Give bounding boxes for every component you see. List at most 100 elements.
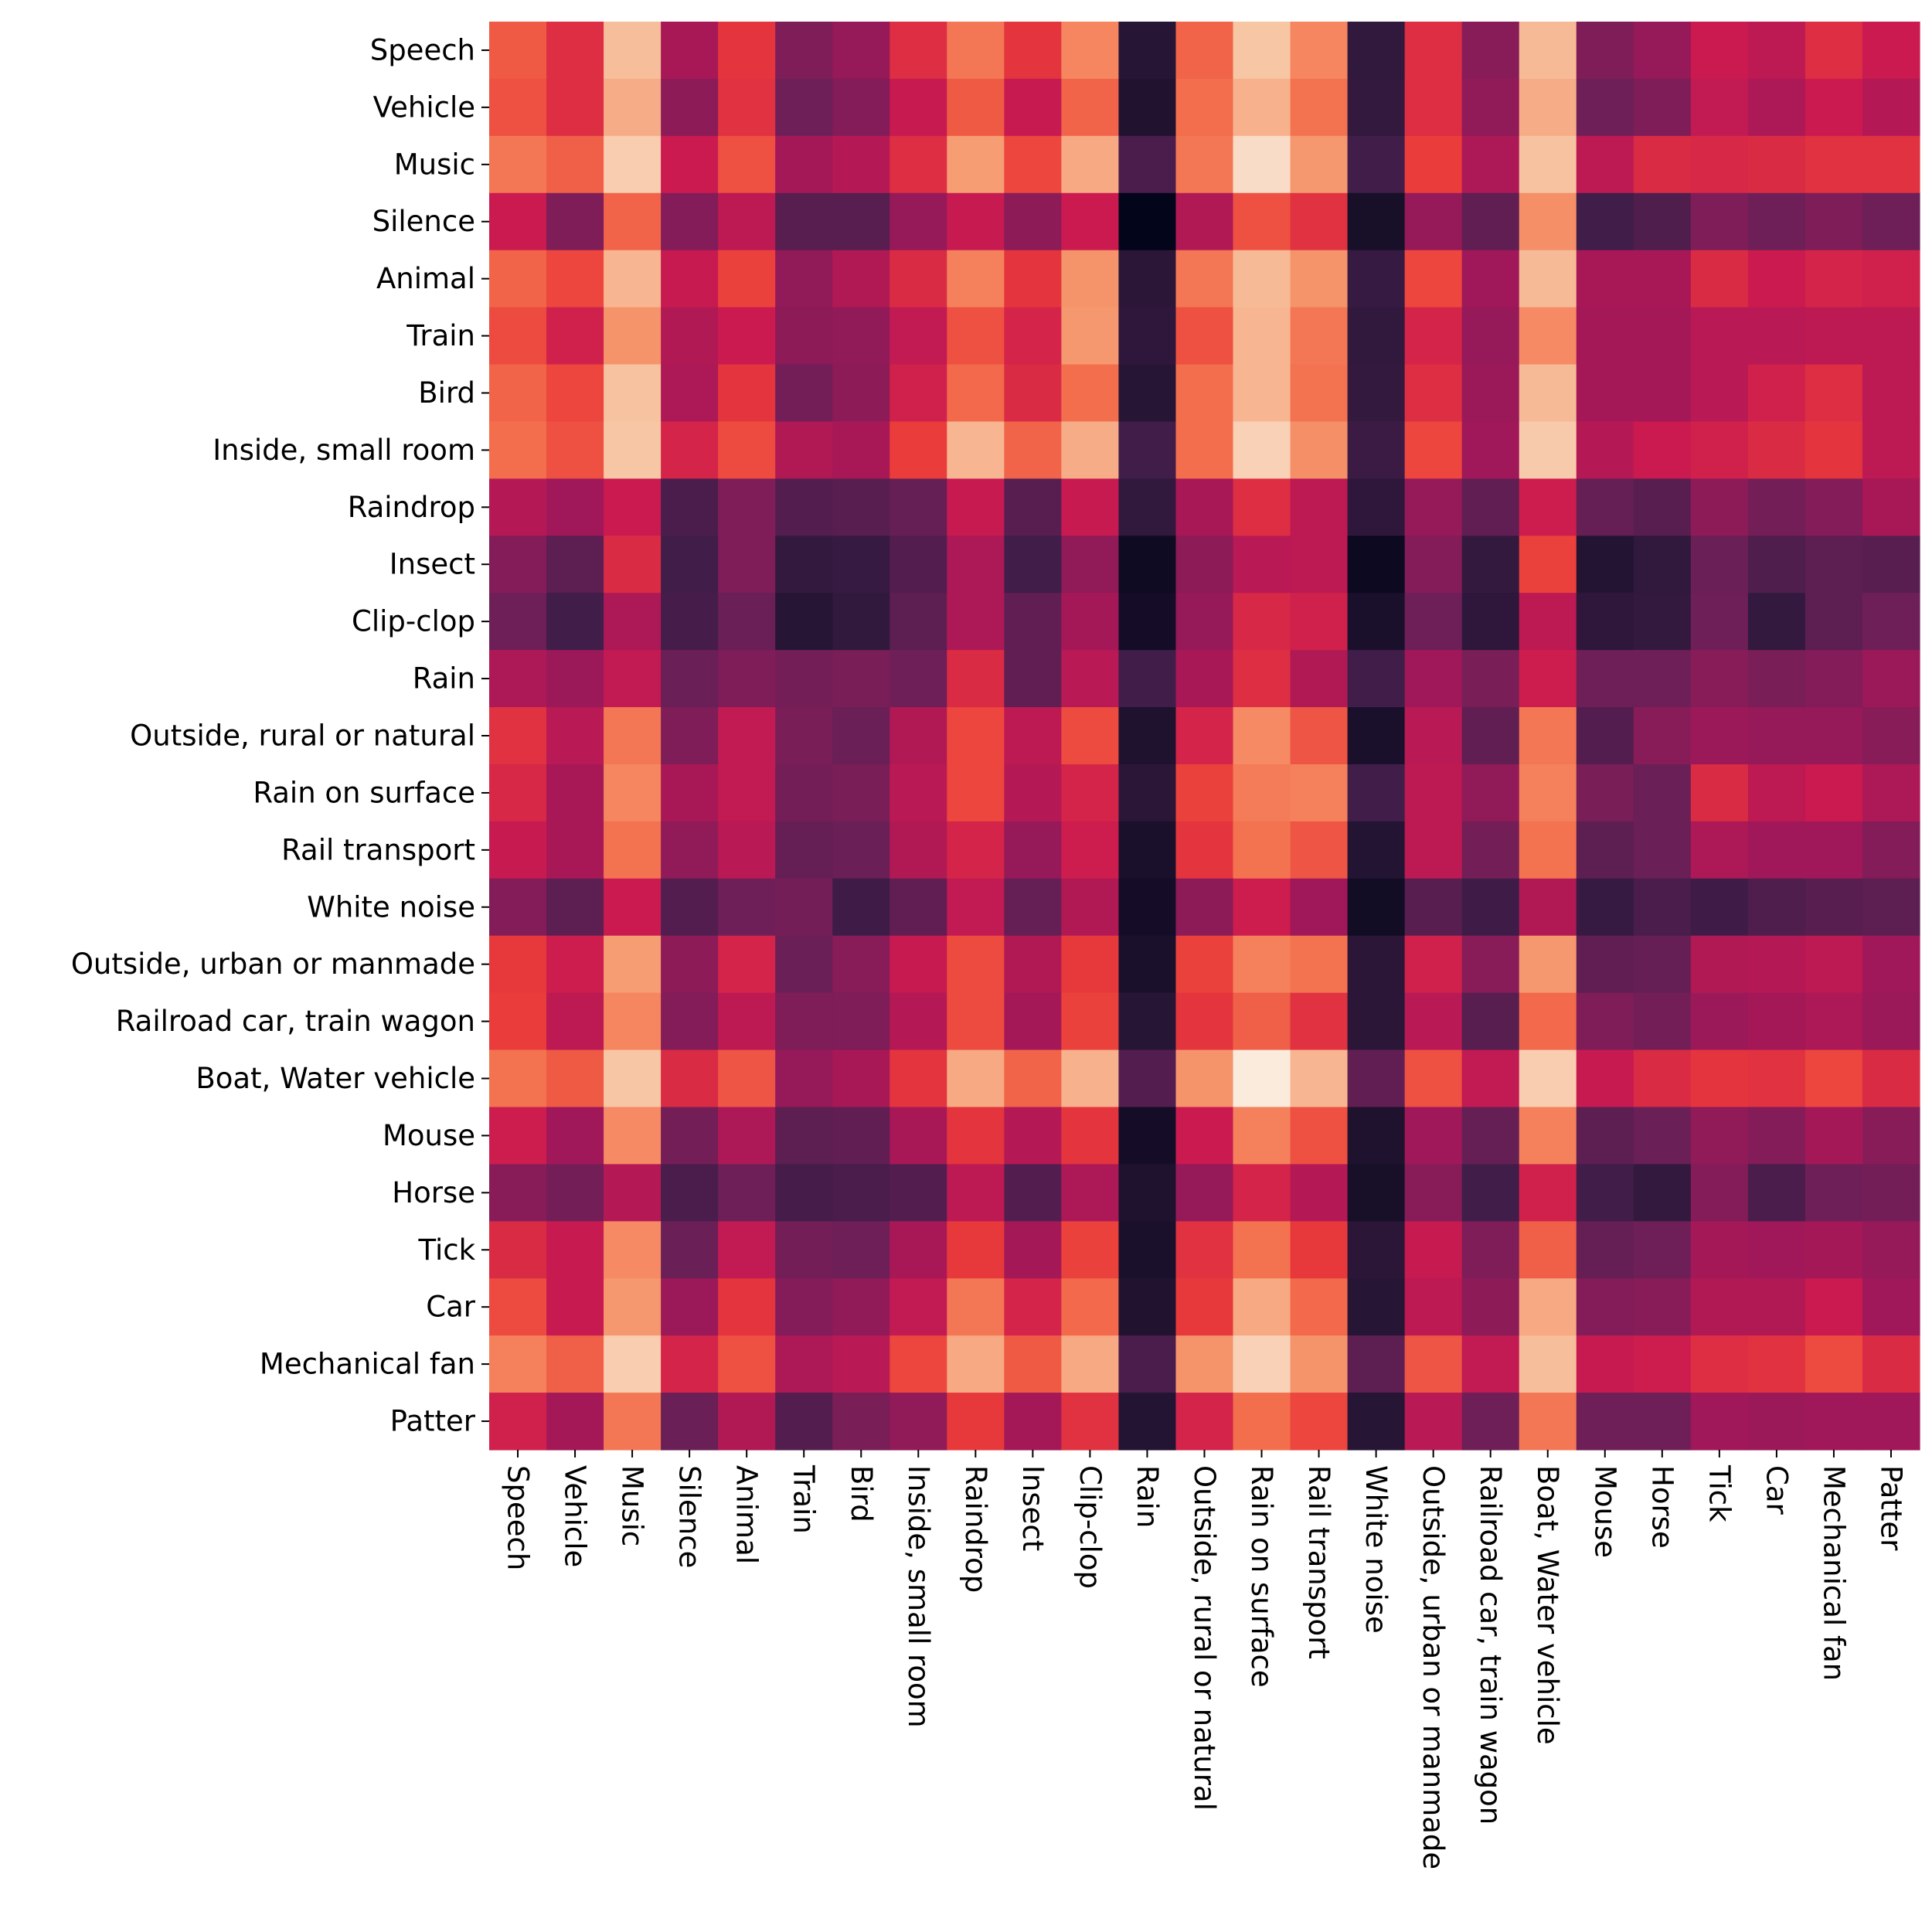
- heatmap-cell: [1747, 22, 1806, 80]
- heatmap-cell: [546, 307, 604, 366]
- heatmap-cell: [1862, 307, 1920, 366]
- heatmap-cell: [489, 536, 547, 594]
- heatmap-cell: [1061, 878, 1120, 937]
- x-tick-label: Speech: [502, 1465, 535, 1570]
- heatmap-cell: [718, 1107, 776, 1165]
- heatmap-cell: [1633, 878, 1692, 937]
- heatmap-cell: [1118, 307, 1177, 366]
- heatmap-cell: [489, 192, 547, 251]
- heatmap-cell: [1061, 478, 1120, 536]
- heatmap-cell: [1747, 593, 1806, 651]
- heatmap-cell: [489, 22, 547, 80]
- y-tick-label: Railroad car, train wagon: [116, 1005, 475, 1038]
- heatmap-cell: [1175, 1393, 1234, 1451]
- heatmap-cell: [1690, 1164, 1749, 1222]
- heatmap-cell: [1004, 536, 1062, 594]
- heatmap-cell: [1519, 1393, 1577, 1451]
- heatmap-cell: [1747, 878, 1806, 937]
- x-tick-label: Music: [616, 1465, 649, 1546]
- heatmap-cell: [947, 878, 1005, 937]
- heatmap-cell: [1118, 707, 1177, 765]
- heatmap-cell: [489, 1278, 547, 1336]
- heatmap-cell: [1061, 536, 1120, 594]
- heatmap-cell: [1862, 364, 1920, 423]
- heatmap-cell: [1519, 1278, 1577, 1336]
- heatmap-cell: [604, 1393, 662, 1451]
- heatmap-cell: [1175, 1278, 1234, 1336]
- heatmap-cell: [889, 821, 947, 879]
- heatmap-cell: [1804, 1164, 1863, 1222]
- heatmap-cell: [832, 192, 890, 251]
- heatmap-cell: [1519, 364, 1577, 423]
- heatmap-cell: [1233, 478, 1291, 536]
- heatmap-cell: [1576, 764, 1634, 822]
- heatmap-cell: [1004, 650, 1062, 708]
- heatmap-cell: [1461, 421, 1520, 479]
- heatmap-cell: [775, 364, 833, 423]
- heatmap-cell: [546, 78, 604, 137]
- y-tick-label: Rain: [413, 662, 475, 696]
- heatmap-cell: [1233, 650, 1291, 708]
- heatmap-cell: [546, 650, 604, 708]
- heatmap-cell: [1576, 192, 1634, 251]
- y-tick-label: Train: [406, 319, 475, 352]
- heatmap-cell: [1461, 878, 1520, 937]
- heatmap-cell: [947, 192, 1005, 251]
- y-tick-label: Patter: [390, 1405, 476, 1438]
- heatmap-cell: [1233, 536, 1291, 594]
- heatmap-cell: [1804, 821, 1863, 879]
- heatmap-cell: [546, 821, 604, 879]
- heatmap-cell: [1519, 1049, 1577, 1108]
- heatmap-cell: [718, 707, 776, 765]
- heatmap-cell: [604, 1107, 662, 1165]
- heatmap-cell: [889, 192, 947, 251]
- heatmap-cell: [1804, 250, 1863, 308]
- heatmap-cell: [1690, 307, 1749, 366]
- x-tick-label: Boat, Water vehicle: [1531, 1465, 1564, 1745]
- heatmap-cell: [832, 135, 890, 194]
- heatmap-cell: [1747, 135, 1806, 194]
- heatmap-cell: [832, 1107, 890, 1165]
- heatmap-cell: [1804, 707, 1863, 765]
- heatmap-cell: [1747, 192, 1806, 251]
- heatmap-cell: [1461, 593, 1520, 651]
- heatmap-cell: [832, 1278, 890, 1336]
- heatmap-cell: [1118, 135, 1177, 194]
- heatmap-cell: [1862, 1221, 1920, 1279]
- heatmap-cell: [1633, 1393, 1692, 1451]
- heatmap-cell: [718, 593, 776, 651]
- heatmap-cell: [1747, 1049, 1806, 1108]
- heatmap-cell: [1118, 1107, 1177, 1165]
- heatmap-cell: [1519, 78, 1577, 137]
- heatmap-cell: [947, 250, 1005, 308]
- heatmap-cell: [1004, 878, 1062, 937]
- heatmap-cell: [1747, 764, 1806, 822]
- heatmap-cell: [1347, 250, 1406, 308]
- heatmap-cell: [489, 78, 547, 137]
- heatmap-cell: [661, 1335, 719, 1393]
- heatmap-cell: [1519, 421, 1577, 479]
- heatmap-cell: [546, 1335, 604, 1393]
- heatmap-cell: [1747, 935, 1806, 994]
- heatmap-cell: [1862, 22, 1920, 80]
- heatmap-cell: [832, 364, 890, 423]
- heatmap-cell: [775, 593, 833, 651]
- y-tick-label: Insect: [389, 548, 475, 581]
- heatmap-cell: [1804, 536, 1863, 594]
- heatmap-cell: [604, 364, 662, 423]
- heatmap-cell: [832, 935, 890, 994]
- heatmap-cell: [1290, 364, 1349, 423]
- heatmap-cell: [1804, 307, 1863, 366]
- heatmap-cell: [1690, 1393, 1749, 1451]
- heatmap-cell: [947, 78, 1005, 137]
- heatmap-cell: [1690, 764, 1749, 822]
- heatmap-cell: [1804, 992, 1863, 1051]
- heatmap-cell: [1690, 22, 1749, 80]
- heatmap-cell: [1862, 250, 1920, 308]
- heatmap-cell: [1061, 22, 1120, 80]
- heatmap-cell: [1461, 1393, 1520, 1451]
- x-tick-label: Rail transport: [1302, 1465, 1335, 1659]
- heatmap-cell: [1576, 536, 1634, 594]
- heatmap-cell: [1004, 250, 1062, 308]
- heatmap-cell: [1175, 250, 1234, 308]
